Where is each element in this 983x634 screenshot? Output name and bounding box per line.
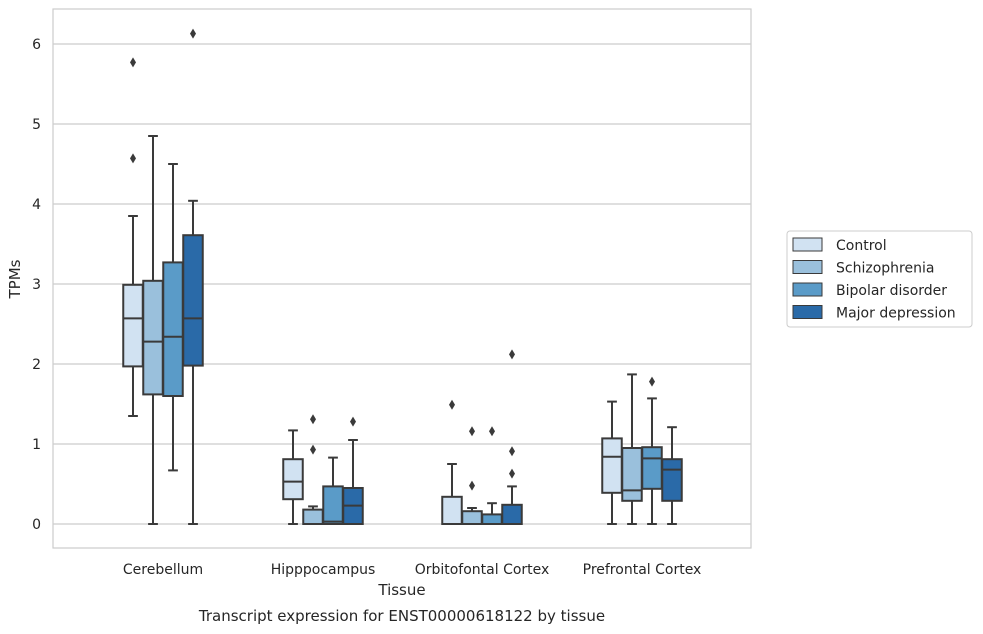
y-tick-label: 1 bbox=[32, 437, 41, 453]
x-tick-label: Cerebellum bbox=[123, 562, 203, 578]
legend-label: Control bbox=[836, 238, 887, 254]
x-tick-label: Orbitofontal Cortex bbox=[415, 562, 550, 578]
legend-swatch bbox=[792, 237, 823, 252]
legend-label: Major depression bbox=[836, 306, 956, 322]
box-control bbox=[441, 399, 463, 525]
y-tick-label: 3 bbox=[32, 277, 41, 293]
y-tick-label: 6 bbox=[32, 37, 41, 53]
box-bipolar-disorder bbox=[322, 456, 344, 525]
box-iqr bbox=[621, 447, 643, 502]
outlier-point bbox=[130, 57, 136, 68]
legend-frame bbox=[786, 230, 973, 328]
x-tick-label: Hipppocampus bbox=[271, 562, 376, 578]
y-tick-label: 4 bbox=[32, 197, 41, 213]
outlier-point bbox=[449, 399, 455, 410]
box-iqr bbox=[441, 495, 463, 525]
plot-area-frame bbox=[52, 8, 752, 549]
outlier-point bbox=[190, 28, 196, 39]
boxes bbox=[122, 28, 683, 526]
outlier-point bbox=[649, 376, 655, 387]
legend-label: Bipolar disorder bbox=[836, 283, 947, 299]
box-iqr bbox=[481, 513, 503, 526]
box-iqr bbox=[162, 261, 184, 397]
legend: Control Schizophrenia Bipolar disorder Majo… bbox=[786, 230, 973, 328]
outlier-point bbox=[350, 416, 356, 427]
box-bipolar-disorder bbox=[162, 163, 184, 472]
box-iqr bbox=[322, 485, 344, 525]
box-major-depression bbox=[501, 349, 523, 525]
box-bipolar-disorder bbox=[641, 376, 663, 525]
box-major-depression bbox=[182, 28, 204, 525]
box-schizophrenia bbox=[461, 426, 483, 526]
legend-swatch bbox=[792, 282, 823, 297]
box-control bbox=[282, 429, 304, 525]
box-iqr bbox=[282, 458, 304, 501]
outlier-point bbox=[130, 153, 136, 164]
legend-label: Schizophrenia bbox=[836, 261, 934, 277]
outlier-point bbox=[310, 414, 316, 425]
chart-title: Transcript expression for ENST0000061812… bbox=[198, 607, 605, 625]
y-tick-labels: 0 1 2 3 4 5 6 bbox=[32, 37, 41, 533]
box-iqr bbox=[641, 446, 663, 490]
box-schizophrenia bbox=[142, 135, 164, 525]
outlier-point bbox=[509, 446, 515, 457]
box-schizophrenia bbox=[302, 414, 324, 526]
box-major-depression bbox=[661, 426, 683, 525]
box-iqr bbox=[461, 510, 483, 526]
legend-swatch bbox=[792, 305, 823, 319]
box-control bbox=[601, 400, 623, 525]
legend-swatch bbox=[792, 260, 823, 274]
y-tick-label: 0 bbox=[32, 517, 41, 533]
box-major-depression bbox=[342, 416, 364, 525]
outlier-point bbox=[310, 444, 316, 455]
box-iqr bbox=[661, 458, 683, 502]
outlier-point bbox=[469, 480, 475, 491]
box-iqr bbox=[501, 503, 523, 525]
outlier-point bbox=[469, 426, 475, 437]
box-iqr bbox=[142, 279, 164, 396]
box-bipolar-disorder bbox=[481, 426, 503, 526]
box-iqr bbox=[601, 437, 623, 494]
x-tick-label: Prefrontal Cortex bbox=[583, 562, 702, 578]
outlier-point bbox=[489, 426, 495, 437]
x-tick-labels: Cerebellum Hipppocampus Orbitofontal Corte… bbox=[123, 562, 701, 578]
box-schizophrenia bbox=[621, 373, 643, 525]
box-control bbox=[122, 57, 144, 417]
y-tick-label: 2 bbox=[32, 357, 41, 373]
box-iqr bbox=[302, 508, 324, 526]
box-iqr bbox=[122, 283, 144, 368]
outlier-point bbox=[509, 468, 515, 479]
y-tick-label: 5 bbox=[32, 117, 41, 133]
box-iqr bbox=[182, 234, 204, 367]
outlier-point bbox=[509, 349, 515, 360]
y-axis-title: TPMs bbox=[6, 259, 24, 299]
x-axis-title: Tissue bbox=[377, 581, 425, 599]
